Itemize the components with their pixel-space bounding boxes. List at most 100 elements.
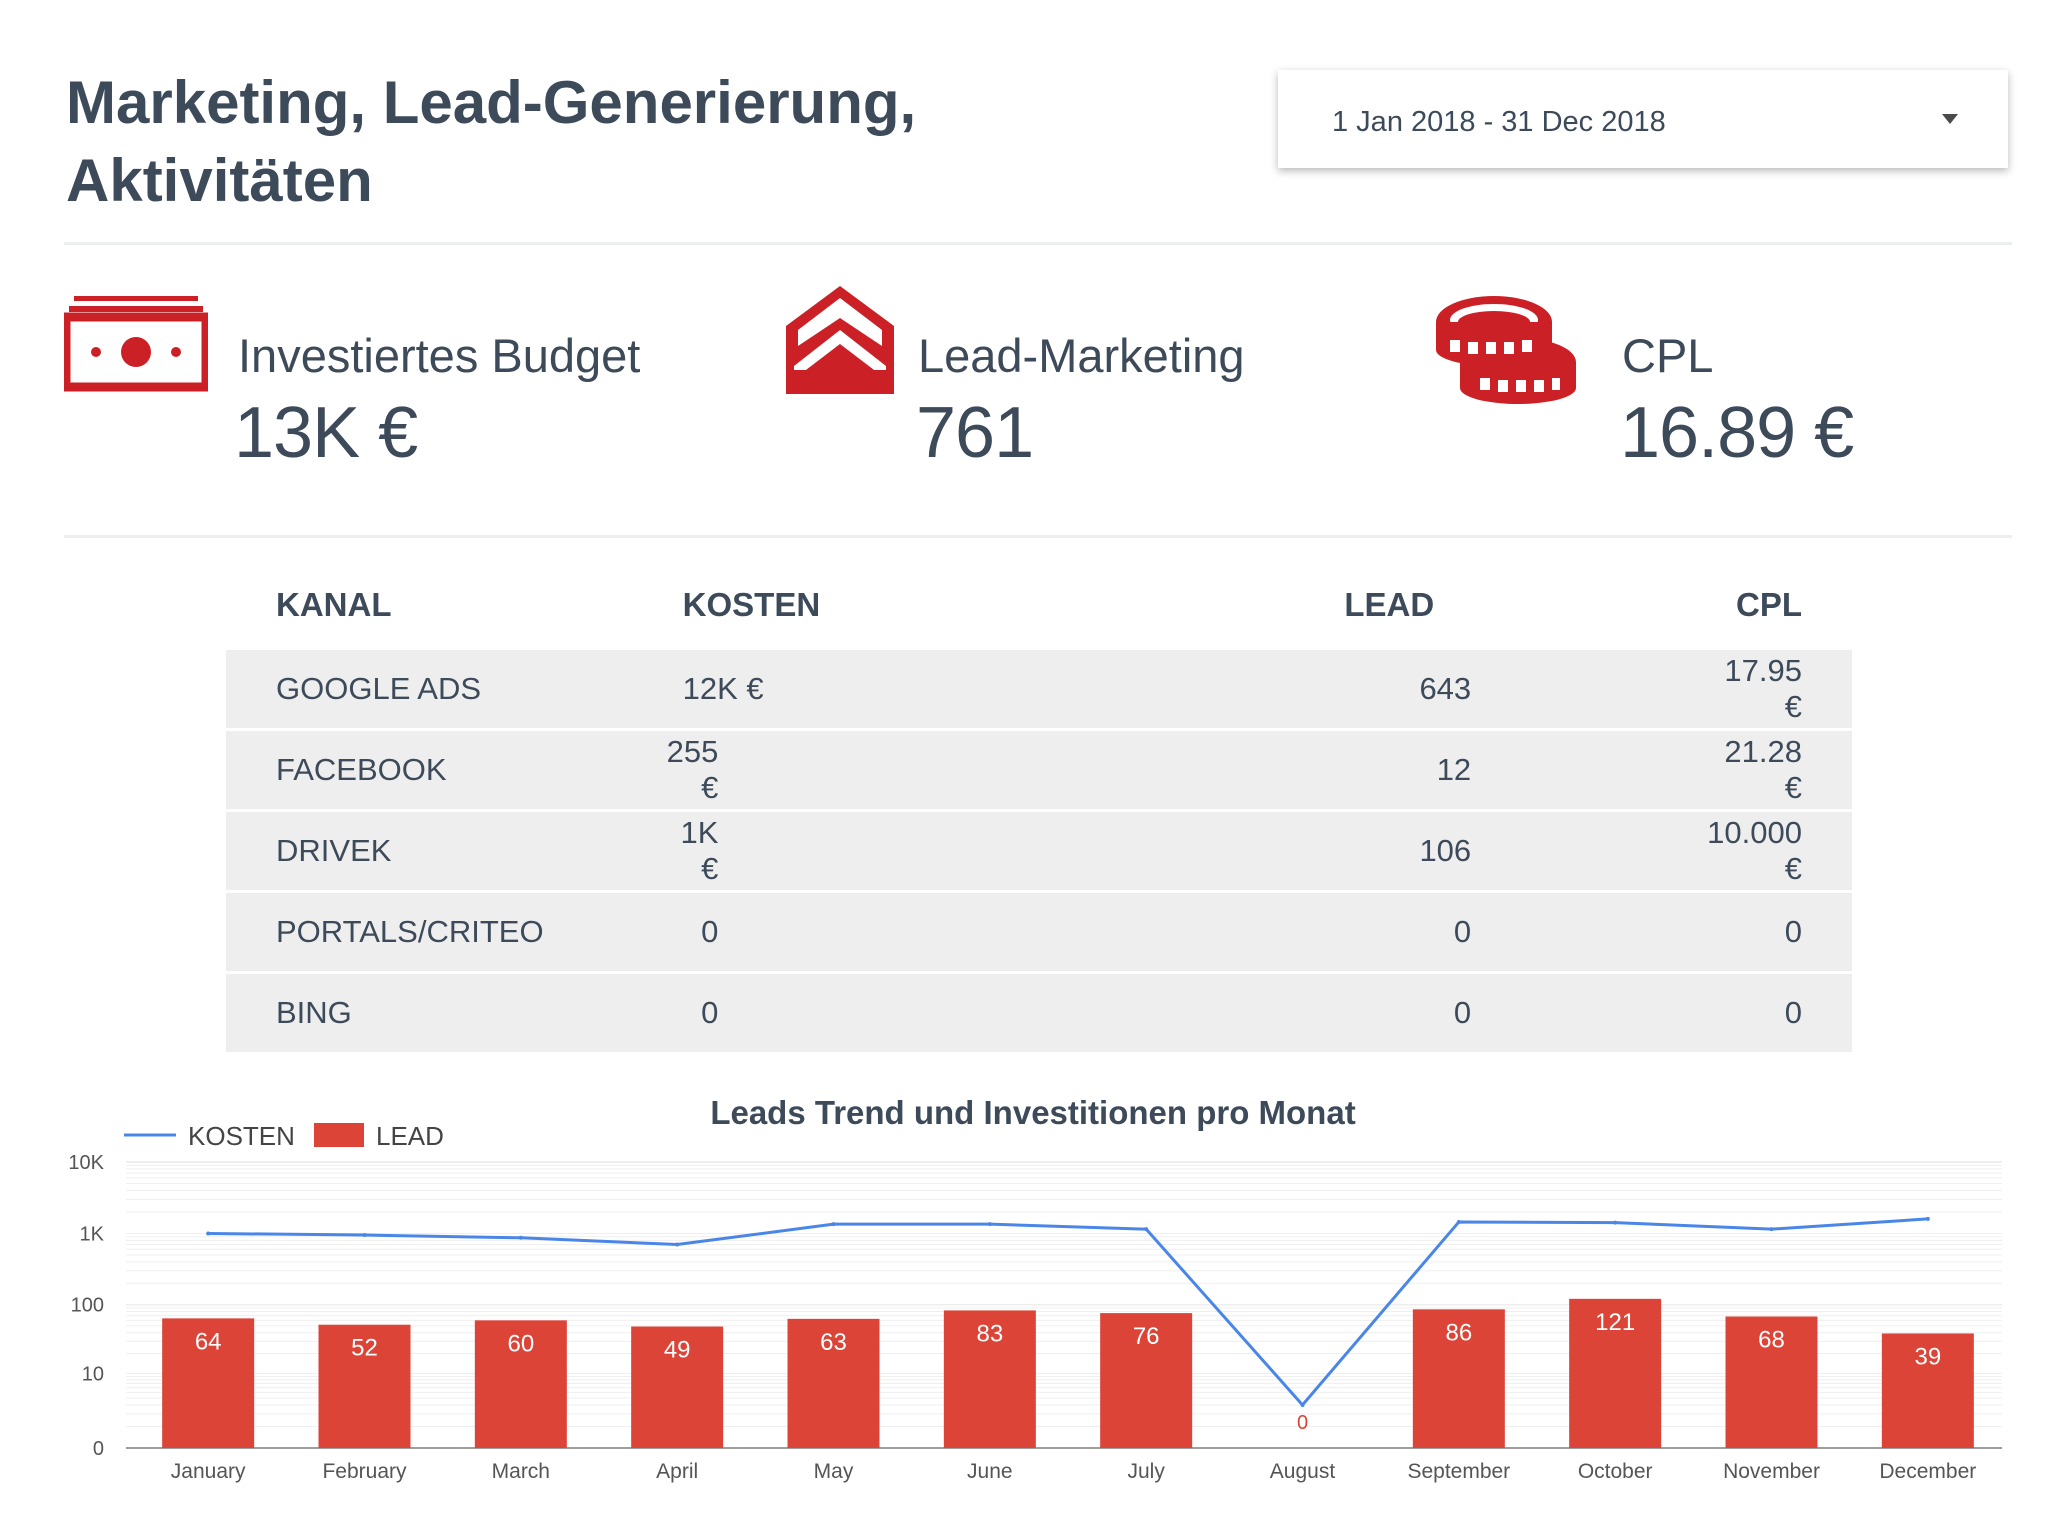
legend-label-lead[interactable]: LEAD [376, 1121, 444, 1151]
cell-cpl: 17.95 € [1707, 650, 1852, 728]
cell-lead: 12 [1108, 728, 1708, 809]
x-tick-label: September [1407, 1460, 1510, 1483]
y-tick-label: 10K [68, 1152, 104, 1174]
title-line-1: Marketing, Lead-Generierung, [66, 69, 917, 136]
cell-cpl: 21.28 € [1707, 728, 1852, 809]
x-tick-label: February [322, 1460, 407, 1483]
chart-gridlines [126, 1161, 2002, 1427]
line-point-september [1456, 1219, 1461, 1224]
bar-march [474, 1320, 567, 1448]
bar-label: 52 [351, 1335, 378, 1362]
x-tick-label: March [492, 1460, 550, 1483]
cell-lead: 0 [1108, 971, 1708, 1052]
x-tick-label: January [171, 1460, 246, 1483]
cell-kosten: 255 € [666, 728, 1109, 809]
kpi-lead-value: 761 [916, 393, 1034, 473]
bar-label: 39 [1914, 1343, 1941, 1370]
cell-cpl: 10.000 € [1707, 809, 1852, 890]
kpi-cpl-value: 16.89 € [1620, 393, 1854, 473]
bar-data-labels: 64 52 60 49 63 83 76 0 86 121 68 39 [195, 1309, 1941, 1434]
chart-title: Leads Trend und Investitionen pro Monat [710, 1094, 1355, 1131]
column-header-lead[interactable]: LEAD [1344, 586, 1435, 623]
line-point-may [831, 1222, 836, 1227]
bar-label: 0 [1297, 1412, 1308, 1434]
bar-january [162, 1318, 255, 1448]
bar-february [318, 1324, 411, 1448]
date-range-value: 1 Jan 2018 - 31 Dec 2018 [1332, 106, 1666, 138]
line-point-january [206, 1231, 211, 1236]
cell-kanal: BING [226, 971, 667, 1052]
bar-series-lead [162, 1298, 1974, 1448]
x-tick-label: October [1578, 1460, 1653, 1483]
line-series-kosten [208, 1217, 1928, 1408]
line-point-august [1300, 1402, 1305, 1407]
table-row[interactable]: DRIVEK 1K € 106 10.000 € [226, 809, 1852, 890]
x-tick-label: December [1879, 1460, 1976, 1483]
cell-kosten: 1K € [666, 809, 1109, 890]
channel-table: KANAL KOSTEN LEAD CPL GOOGLE ADS 12K € 6… [226, 560, 1852, 1052]
coins-icon [1432, 296, 1576, 404]
table-row[interactable]: GOOGLE ADS 12K € 643 17.95 € [226, 650, 1852, 728]
column-header-kosten[interactable]: KOSTEN [682, 586, 821, 623]
line-point-june [987, 1222, 992, 1227]
bar-label: 76 [1133, 1323, 1160, 1350]
chevron-down-icon [1942, 114, 1958, 124]
cell-kanal: GOOGLE ADS [226, 650, 667, 728]
cell-kanal: PORTALS/CRITEO [226, 890, 667, 971]
money-bill-icon [64, 296, 208, 392]
bar-may [787, 1318, 880, 1448]
y-axis: 0 10 100 1K 10K [68, 1152, 104, 1460]
cell-lead: 643 [1108, 650, 1708, 728]
x-tick-label: April [656, 1460, 698, 1483]
line-point-november [1769, 1227, 1774, 1232]
x-tick-label: June [967, 1460, 1013, 1483]
x-tick-label: July [1127, 1460, 1165, 1483]
bar-july [1100, 1313, 1193, 1448]
x-axis-labels: January February March April May June July Augu… [171, 1460, 1976, 1483]
line-point-october [1613, 1220, 1618, 1225]
bar-label: 86 [1445, 1319, 1472, 1346]
y-tick-label: 100 [71, 1295, 104, 1317]
divider [64, 242, 2012, 245]
date-range-picker[interactable]: 1 Jan 2018 - 31 Dec 2018 [1278, 70, 2008, 168]
cell-kanal: FACEBOOK [226, 728, 667, 809]
x-tick-label: November [1723, 1460, 1820, 1483]
column-header-kanal[interactable]: KANAL [276, 586, 392, 623]
x-tick-label: August [1270, 1460, 1336, 1483]
bar-label: 49 [664, 1337, 691, 1364]
line-point-april [675, 1242, 680, 1247]
cell-kanal: DRIVEK [226, 809, 667, 890]
line-series-points [206, 1216, 1930, 1407]
chart-legend: KOSTEN LEAD [124, 1121, 444, 1151]
cell-cpl: 0 [1707, 890, 1852, 971]
cell-lead: 106 [1108, 809, 1708, 890]
bar-june [943, 1310, 1036, 1448]
table-header-row: KANAL KOSTEN LEAD CPL [226, 560, 1852, 650]
bar-november [1725, 1316, 1818, 1448]
y-tick-label: 10 [82, 1364, 104, 1386]
line-point-december [1925, 1216, 1930, 1221]
column-header-cpl[interactable]: CPL [1736, 586, 1802, 623]
table-row[interactable]: PORTALS/CRITEO 0 0 0 [226, 890, 1852, 971]
legend-label-kosten[interactable]: KOSTEN [188, 1121, 295, 1151]
bar-label: 121 [1595, 1309, 1635, 1336]
table-row[interactable]: BING 0 0 0 [226, 971, 1852, 1052]
bar-september [1412, 1309, 1505, 1448]
kpi-budget-label: Investiertes Budget [238, 329, 641, 382]
divider [64, 535, 2012, 538]
x-tick-label: May [814, 1460, 854, 1483]
cell-cpl: 0 [1707, 971, 1852, 1052]
table-row[interactable]: FACEBOOK 255 € 12 21.28 € [226, 728, 1852, 809]
bar-label: 83 [976, 1320, 1003, 1347]
line-point-march [518, 1235, 523, 1240]
bar-label: 60 [507, 1330, 534, 1357]
page-title: Marketing, Lead-Generierung, Aktivitäten [66, 64, 1026, 220]
bar-april [631, 1326, 724, 1448]
cell-kosten: 0 [666, 890, 1109, 971]
kpi-budget-value: 13K € [234, 393, 418, 473]
line-point-july [1144, 1227, 1149, 1232]
bar-label: 68 [1758, 1327, 1785, 1354]
envelope-icon [786, 286, 894, 394]
kpi-lead-label: Lead-Marketing [918, 329, 1245, 382]
title-line-2: Aktivitäten [66, 147, 373, 214]
